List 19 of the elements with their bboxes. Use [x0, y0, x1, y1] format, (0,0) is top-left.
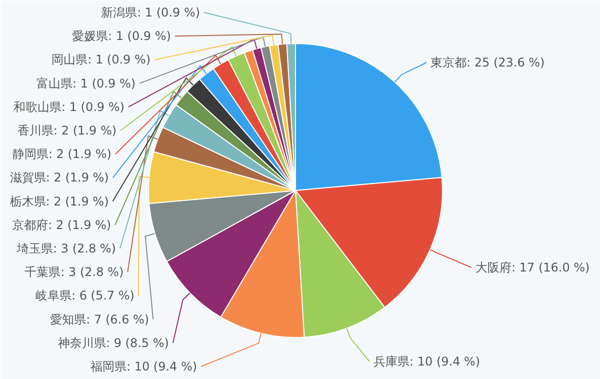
slice-label: 新潟県: 1 (0.9 %) [101, 6, 200, 20]
slice-label: 大阪府: 17 (16.0 %) [476, 260, 590, 274]
slice-label: 和歌山県: 1 (0.9 %) [13, 100, 124, 114]
slice-label: 埼玉県: 3 (2.8 %) [16, 242, 116, 256]
slice-label: 栃木県: 2 (1.9 %) [10, 194, 109, 208]
slice-label: 愛媛県: 1 (0.9 %) [72, 29, 171, 44]
slice-label: 愛知県: 7 (6.6 %) [50, 312, 150, 326]
slice-label: 東京都: 25 (23.6 %) [430, 56, 545, 70]
slice-label: 岐阜県: 6 (5.7 %) [35, 288, 134, 303]
slice-label: 福岡県: 10 (9.4 %) [90, 360, 198, 374]
slice-label: 神奈川県: 9 (8.5 %) [58, 336, 169, 350]
slice-label: 香川県: 2 (1.9 %) [18, 124, 117, 138]
slice-label: 岡山県: 1 (0.9 %) [52, 52, 151, 67]
slice-label: 京都府: 2 (1.9 %) [12, 218, 112, 232]
slice-label: 兵庫県: 10 (9.4 %) [374, 354, 480, 368]
slice-label: 滋賀県: 2 (1.9 %) [10, 170, 109, 185]
slice-label: 富山県: 1 (0.9 %) [36, 76, 136, 90]
slice-label: 千葉県: 3 (2.8 %) [24, 265, 124, 280]
slice-label: 静岡県: 2 (1.9 %) [12, 147, 112, 162]
